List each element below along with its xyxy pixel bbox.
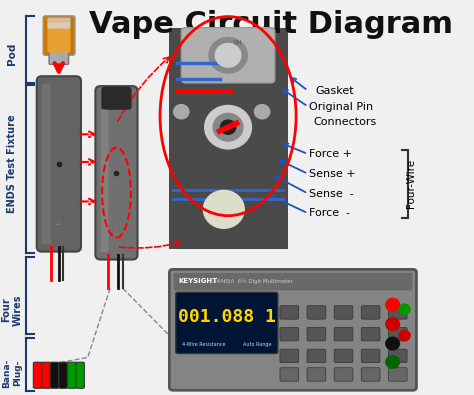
Text: Pod: Pod: [7, 42, 17, 64]
Circle shape: [215, 43, 241, 67]
Text: Force +: Force +: [309, 149, 352, 159]
Text: Sense +: Sense +: [309, 169, 356, 179]
Circle shape: [203, 190, 244, 228]
FancyBboxPatch shape: [43, 16, 75, 55]
Text: Sense  -: Sense -: [309, 188, 354, 199]
FancyBboxPatch shape: [76, 362, 84, 388]
FancyBboxPatch shape: [280, 349, 299, 363]
FancyBboxPatch shape: [67, 362, 76, 388]
FancyBboxPatch shape: [280, 327, 299, 341]
Circle shape: [399, 304, 410, 314]
FancyBboxPatch shape: [59, 362, 67, 388]
FancyBboxPatch shape: [50, 362, 59, 388]
Text: △: △: [114, 229, 119, 235]
Circle shape: [386, 318, 400, 330]
Text: 001.088 1: 001.088 1: [178, 308, 276, 326]
Text: Original Pin: Original Pin: [309, 102, 373, 112]
Text: 4-Wire Resistance: 4-Wire Resistance: [182, 342, 226, 347]
Circle shape: [386, 337, 400, 350]
FancyBboxPatch shape: [49, 51, 69, 64]
Text: △: △: [56, 219, 62, 225]
Circle shape: [386, 298, 400, 311]
FancyBboxPatch shape: [307, 306, 326, 319]
FancyBboxPatch shape: [307, 368, 326, 381]
Text: 34465A  6½ Digit Multimeter: 34465A 6½ Digit Multimeter: [213, 278, 293, 284]
FancyBboxPatch shape: [33, 362, 42, 388]
FancyBboxPatch shape: [280, 368, 299, 381]
Text: ENDS Test Fixture: ENDS Test Fixture: [7, 115, 17, 213]
FancyBboxPatch shape: [42, 84, 51, 244]
Text: Vape Circuit Diagram: Vape Circuit Diagram: [89, 10, 453, 39]
FancyBboxPatch shape: [307, 349, 326, 363]
FancyBboxPatch shape: [42, 362, 50, 388]
FancyBboxPatch shape: [361, 306, 380, 319]
Circle shape: [255, 105, 270, 119]
Circle shape: [213, 113, 243, 141]
FancyBboxPatch shape: [334, 306, 353, 319]
Text: Force  -: Force -: [309, 208, 350, 218]
FancyBboxPatch shape: [101, 87, 132, 110]
Circle shape: [386, 356, 400, 368]
FancyBboxPatch shape: [388, 327, 407, 341]
Text: Auto Range: Auto Range: [243, 342, 272, 347]
FancyBboxPatch shape: [280, 306, 299, 319]
Circle shape: [205, 105, 252, 149]
Text: Four-Wire: Four-Wire: [406, 159, 416, 208]
FancyBboxPatch shape: [173, 273, 412, 290]
FancyBboxPatch shape: [334, 327, 353, 341]
FancyBboxPatch shape: [388, 368, 407, 381]
FancyBboxPatch shape: [36, 76, 81, 252]
Text: Connectors: Connectors: [313, 117, 376, 127]
FancyBboxPatch shape: [169, 28, 288, 249]
FancyBboxPatch shape: [388, 349, 407, 363]
FancyBboxPatch shape: [361, 327, 380, 341]
FancyBboxPatch shape: [388, 306, 407, 319]
FancyBboxPatch shape: [361, 349, 380, 363]
FancyBboxPatch shape: [181, 28, 275, 83]
Text: YH: YH: [232, 40, 241, 47]
Circle shape: [209, 38, 247, 73]
Text: Gasket: Gasket: [315, 86, 354, 96]
FancyBboxPatch shape: [100, 109, 109, 252]
FancyBboxPatch shape: [95, 86, 137, 260]
Text: KEYSIGHT: KEYSIGHT: [178, 278, 217, 284]
FancyBboxPatch shape: [334, 349, 353, 363]
FancyBboxPatch shape: [334, 368, 353, 381]
FancyBboxPatch shape: [307, 327, 326, 341]
FancyBboxPatch shape: [169, 269, 417, 390]
Circle shape: [399, 330, 410, 340]
FancyBboxPatch shape: [47, 18, 70, 29]
Text: Bana-
Plug-: Bana- Plug-: [2, 359, 22, 388]
Circle shape: [173, 105, 189, 119]
Circle shape: [220, 120, 236, 134]
Text: Four
Wires: Four Wires: [1, 294, 23, 326]
FancyBboxPatch shape: [47, 23, 70, 53]
FancyBboxPatch shape: [361, 368, 380, 381]
FancyBboxPatch shape: [176, 292, 278, 354]
